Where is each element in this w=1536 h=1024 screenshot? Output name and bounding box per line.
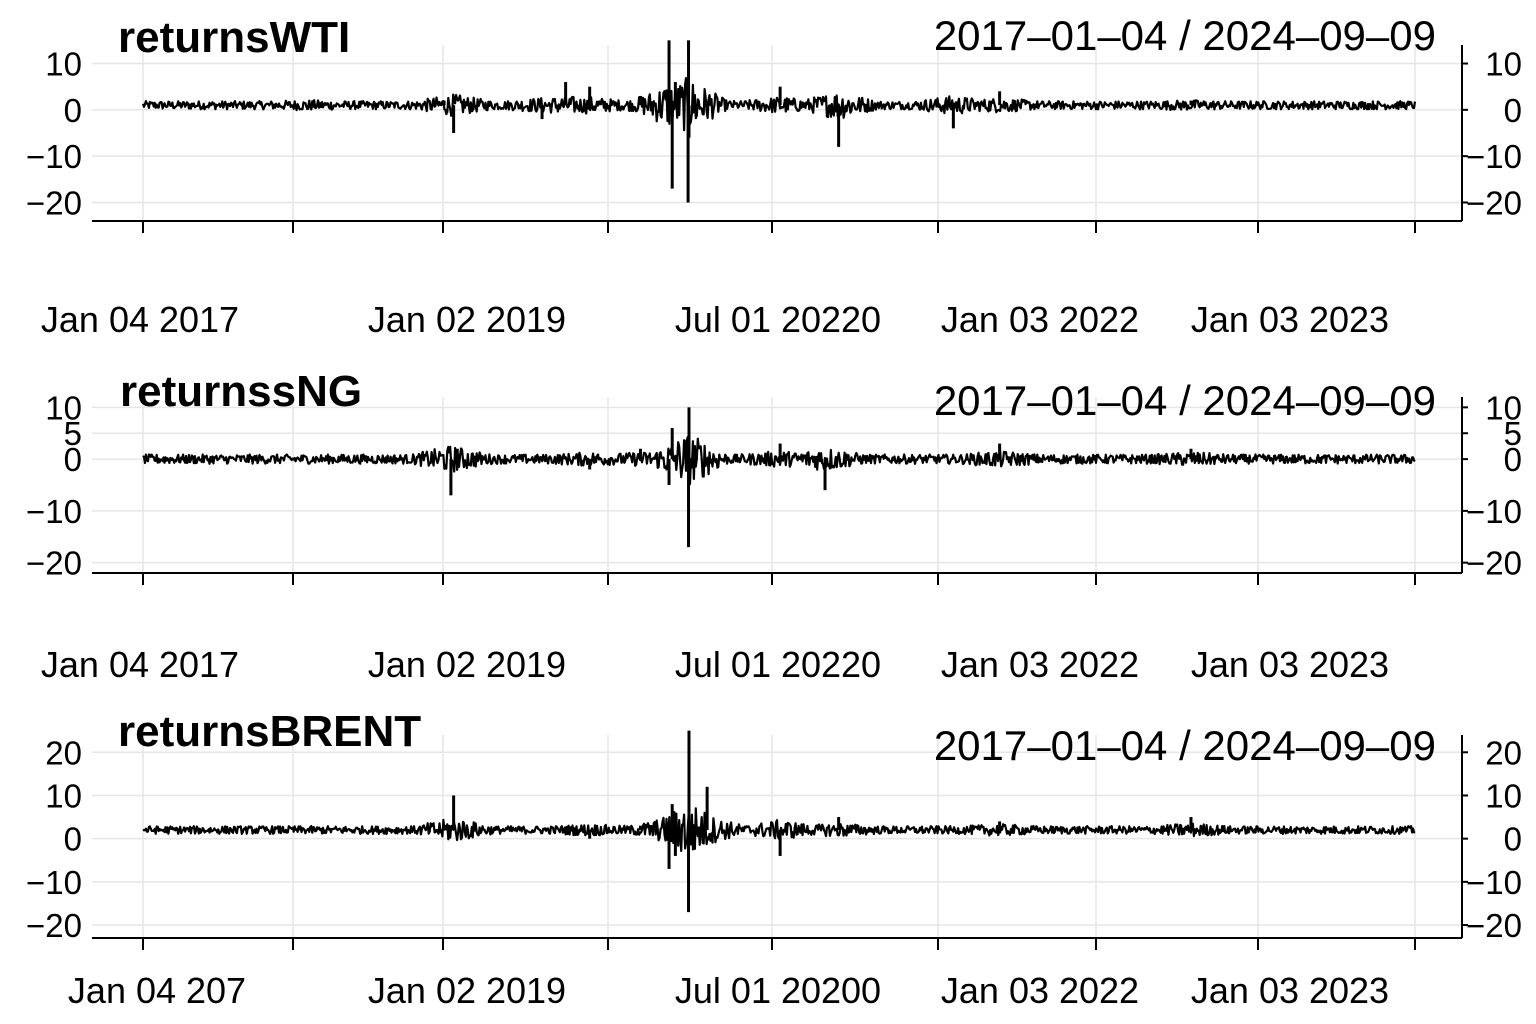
x-tick-label: Jul 01 20220 <box>675 299 881 340</box>
x-tick-label: Jan 02 2019 <box>368 299 566 340</box>
x-tick-label: Jul 01 20220 <box>675 644 881 685</box>
y-tick-label-left: 10 <box>45 46 82 83</box>
x-tick-label: Jan 03 2022 <box>941 970 1139 1011</box>
x-tick-label: Jan 03 2022 <box>941 644 1139 685</box>
x-tick-label: Jan 04 2017 <box>41 299 239 340</box>
y-tick-label-right: 10 <box>1485 389 1522 426</box>
y-tick-label-left: −10 <box>26 138 82 175</box>
x-tick-label: Jan 02 2019 <box>368 970 566 1011</box>
y-tick-label-left: −20 <box>26 907 82 944</box>
y-tick-label-right: −20 <box>1466 545 1522 582</box>
y-tick-label-right: −20 <box>1466 184 1522 221</box>
y-tick-label-left: 0 <box>64 821 82 858</box>
y-tick-label-right: −10 <box>1466 864 1522 901</box>
y-tick-label-left: −20 <box>26 184 82 221</box>
date-range-label: 2017–01–04 / 2024–09–09 <box>934 12 1436 59</box>
date-range-label: 2017–01–04 / 2024–09–09 <box>934 722 1436 769</box>
x-tick-label: Jul 01 20200 <box>675 970 881 1011</box>
y-tick-label-right: −10 <box>1466 138 1522 175</box>
y-tick-label-left: −10 <box>26 493 82 530</box>
chart-title: returnsBRENT <box>118 707 421 756</box>
x-tick-label: Jan 04 2017 <box>41 644 239 685</box>
y-tick-label-left: 20 <box>45 734 82 771</box>
y-tick-label-right: −20 <box>1466 907 1522 944</box>
x-tick-label: Jan 04 207 <box>68 970 246 1011</box>
y-tick-label-left: 5 <box>64 415 82 452</box>
y-tick-label-right: 10 <box>1485 46 1522 83</box>
y-tick-label-right: 10 <box>1485 777 1522 814</box>
chart-title: returnsWTI <box>118 13 350 62</box>
date-range-label: 2017–01–04 / 2024–09–09 <box>934 377 1436 424</box>
y-tick-label-left: 10 <box>45 389 82 426</box>
y-tick-label-right: 0 <box>1504 92 1522 129</box>
chart-title: returnssNG <box>120 367 362 416</box>
y-tick-label-right: 20 <box>1485 734 1522 771</box>
y-tick-label-left: −10 <box>26 864 82 901</box>
x-tick-label: Jan 03 2023 <box>1191 299 1389 340</box>
x-tick-label: Jan 02 2019 <box>368 644 566 685</box>
y-tick-label-left: 0 <box>64 92 82 129</box>
y-tick-label-right: 0 <box>1504 441 1522 478</box>
y-tick-label-left: −20 <box>26 545 82 582</box>
y-tick-label-left: 0 <box>64 441 82 478</box>
y-tick-label-right: 5 <box>1504 415 1522 452</box>
y-tick-label-right: 0 <box>1504 821 1522 858</box>
x-tick-label: Jan 03 2023 <box>1191 970 1389 1011</box>
x-tick-label: Jan 03 2023 <box>1191 644 1389 685</box>
y-tick-label-right: −10 <box>1466 493 1522 530</box>
y-tick-label-left: 10 <box>45 777 82 814</box>
x-tick-label: Jan 03 2022 <box>941 299 1139 340</box>
